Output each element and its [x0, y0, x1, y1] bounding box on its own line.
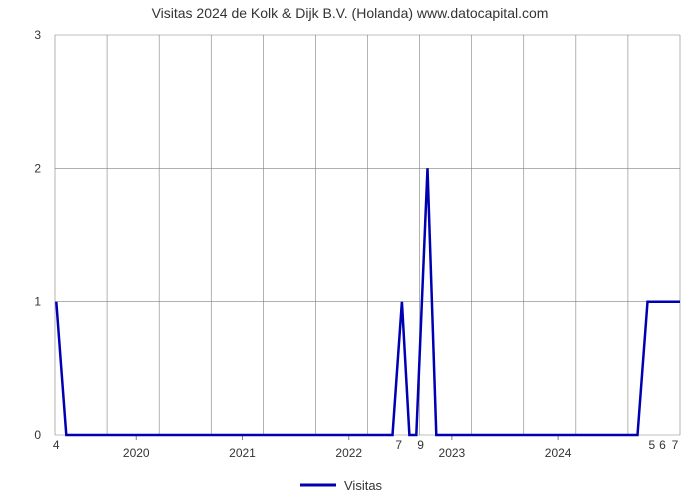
- visits-line-chart: 0 1 2 3 Visitas 2024 de Kolk & Dijk B.V. (Ho…: [0, 0, 700, 500]
- x-tick-label: 2024: [545, 446, 572, 460]
- y-tick-label: 2: [34, 161, 41, 175]
- x-tick-label: 2020: [123, 446, 150, 460]
- y-tick-label: 0: [34, 428, 41, 442]
- x-inline-label: 4: [53, 438, 60, 452]
- chart-bg: [0, 0, 700, 500]
- x-tick-label: 2021: [229, 446, 256, 460]
- legend-label: Visitas: [344, 478, 383, 493]
- x-inline-label: 5: [649, 438, 656, 452]
- x-inline-label: 9: [417, 438, 424, 452]
- x-tick-label: 2022: [335, 446, 362, 460]
- x-inline-label: 7: [672, 438, 679, 452]
- x-tick-label: 2023: [439, 446, 466, 460]
- x-inline-label: 7: [395, 438, 402, 452]
- x-inline-label: 6: [659, 438, 666, 452]
- y-tick-label: 3: [34, 28, 41, 42]
- y-tick-label: 1: [34, 295, 41, 309]
- chart-title: Visitas 2024 de Kolk & Dijk B.V. (Holand…: [152, 5, 549, 21]
